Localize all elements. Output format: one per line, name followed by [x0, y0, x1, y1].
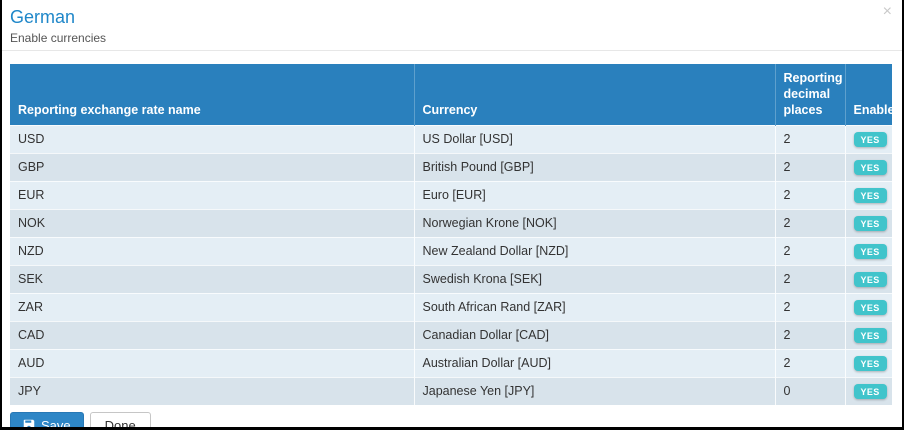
cell-rate-name: EUR — [10, 180, 414, 210]
cell-rate-name: CAD — [10, 320, 414, 350]
cell-rate-name: GBP — [10, 152, 414, 182]
cell-currency: New Zealand Dollar [NZD] — [413, 236, 775, 266]
cell-currency: Canadian Dollar [CAD] — [413, 320, 775, 350]
cell-enabled: YES — [844, 124, 892, 154]
cell-decimal-places: 2 — [774, 292, 845, 322]
modal-header: German Enable currencies × — [2, 0, 902, 51]
enabled-yes-badge[interactable]: YES — [853, 299, 887, 315]
table-row: GBP British Pound [GBP] 2 YES — [10, 152, 892, 182]
column-header-reporting-decimal-places: Reporting decimal places — [774, 63, 845, 126]
cell-decimal-places: 0 — [774, 376, 845, 406]
cell-currency: Euro [EUR] — [413, 180, 775, 210]
currency-table-body: USD US Dollar [USD] 2 YES GBP British Po… — [10, 124, 892, 406]
cell-decimal-places: 2 — [774, 320, 845, 350]
column-header-reporting-exchange-rate-name: Reporting exchange rate name — [10, 63, 414, 126]
currency-table: Reporting exchange rate name Currency Re… — [10, 63, 902, 406]
cell-enabled: YES — [844, 320, 892, 350]
table-row: NOK Norwegian Krone [NOK] 2 YES — [10, 208, 892, 238]
cell-rate-name: JPY — [10, 376, 414, 406]
cell-currency: South African Rand [ZAR] — [413, 292, 775, 322]
cell-enabled: YES — [844, 264, 892, 294]
enabled-yes-badge[interactable]: YES — [853, 327, 887, 343]
cell-currency: US Dollar [USD] — [413, 124, 775, 154]
save-button[interactable]: Save — [10, 412, 84, 430]
cell-currency: Japanese Yen [JPY] — [413, 376, 775, 406]
modal-footer: Save Done — [10, 412, 902, 430]
cell-currency: Norwegian Krone [NOK] — [413, 208, 775, 238]
table-row: ZAR South African Rand [ZAR] 2 YES — [10, 292, 892, 322]
table-row: CAD Canadian Dollar [CAD] 2 YES — [10, 320, 892, 350]
table-row: USD US Dollar [USD] 2 YES — [10, 124, 892, 154]
cell-decimal-places: 2 — [774, 124, 845, 154]
save-floppy-icon — [23, 419, 35, 427]
cell-enabled: YES — [844, 348, 892, 378]
cell-enabled: YES — [844, 236, 892, 266]
cell-rate-name: USD — [10, 124, 414, 154]
cell-rate-name: NOK — [10, 208, 414, 238]
done-button[interactable]: Done — [89, 412, 151, 430]
table-row: NZD New Zealand Dollar [NZD] 2 YES — [10, 236, 892, 266]
enabled-yes-badge[interactable]: YES — [853, 243, 887, 259]
enabled-yes-badge[interactable]: YES — [853, 131, 887, 147]
table-row: AUD Australian Dollar [AUD] 2 YES — [10, 348, 892, 378]
save-button-label: Save — [41, 417, 71, 430]
currency-table-header: Reporting exchange rate name Currency Re… — [10, 63, 902, 126]
cell-enabled: YES — [844, 376, 892, 406]
table-row: JPY Japanese Yen [JPY] 0 YES — [10, 376, 892, 406]
column-header-enabled: Enabled — [844, 63, 902, 126]
cell-decimal-places: 2 — [774, 208, 845, 238]
cell-currency: British Pound [GBP] — [413, 152, 775, 182]
cell-rate-name: ZAR — [10, 292, 414, 322]
cell-decimal-places: 2 — [774, 152, 845, 182]
column-header-currency: Currency — [413, 63, 775, 126]
cell-decimal-places: 2 — [774, 264, 845, 294]
currency-table-container: Reporting exchange rate name Currency Re… — [10, 63, 902, 406]
cell-enabled: YES — [844, 180, 892, 210]
cell-currency: Swedish Krona [SEK] — [413, 264, 775, 294]
enabled-yes-badge[interactable]: YES — [853, 159, 887, 175]
cell-currency: Australian Dollar [AUD] — [413, 348, 775, 378]
enabled-yes-badge[interactable]: YES — [853, 187, 887, 203]
cell-rate-name: SEK — [10, 264, 414, 294]
cell-decimal-places: 2 — [774, 348, 845, 378]
cell-decimal-places: 2 — [774, 236, 845, 266]
enabled-yes-badge[interactable]: YES — [853, 355, 887, 371]
cell-enabled: YES — [844, 208, 892, 238]
cell-rate-name: NZD — [10, 236, 414, 266]
table-row: EUR Euro [EUR] 2 YES — [10, 180, 892, 210]
close-icon[interactable]: × — [882, 3, 892, 20]
table-row: SEK Swedish Krona [SEK] 2 YES — [10, 264, 892, 294]
modal-subtitle: Enable currencies — [10, 30, 107, 45]
enabled-yes-badge[interactable]: YES — [853, 383, 887, 399]
modal-title: German — [10, 7, 76, 27]
enabled-yes-badge[interactable]: YES — [853, 271, 887, 287]
enabled-yes-badge[interactable]: YES — [853, 215, 887, 231]
cell-enabled: YES — [844, 152, 892, 182]
cell-decimal-places: 2 — [774, 180, 845, 210]
done-button-label: Done — [104, 417, 136, 430]
cell-rate-name: AUD — [10, 348, 414, 378]
cell-enabled: YES — [844, 292, 892, 322]
